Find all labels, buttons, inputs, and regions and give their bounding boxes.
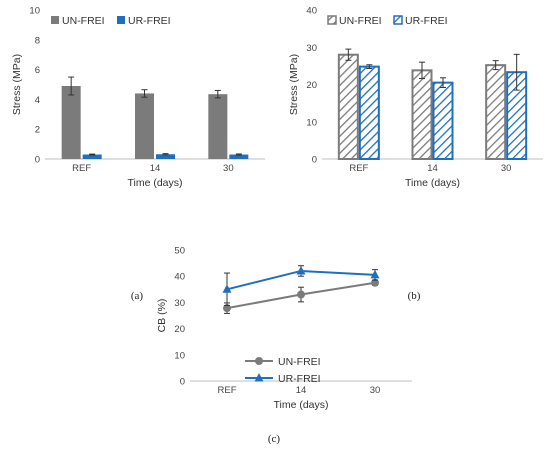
- panel-c-point-ur-frei: [296, 265, 306, 275]
- panel-b-y-tick-label: 30: [306, 43, 317, 54]
- panel-a-y-tick-label: 2: [35, 125, 40, 136]
- panel-c-y-tick-label: 30: [174, 298, 185, 309]
- panel-a-y-tick-label: 4: [35, 95, 40, 106]
- panel-a-y-tick-label: 6: [35, 65, 40, 76]
- panel-b-x-tick-label: REF: [349, 163, 368, 174]
- panel-c-x-axis-title: Time (days): [273, 399, 328, 411]
- panel-a-x-tick-label: 30: [223, 163, 234, 174]
- panel-b-bar-ur-frei: [358, 65, 380, 160]
- panel-a-y-tick-label: 0: [35, 155, 40, 166]
- panel-b-legend-swatch: [393, 15, 403, 25]
- panel-a-legend-swatch: [51, 16, 59, 24]
- panel-a-bar-ur-frei: [156, 154, 175, 159]
- panel-c-legend-label: UN-FREI: [278, 356, 321, 368]
- panel-a-y-axis-title: Stress (MPa): [11, 54, 23, 115]
- panel-c-x-tick-label: REF: [218, 385, 237, 396]
- panel-a-y-tick-label: 8: [35, 35, 40, 46]
- panel-b-bar-un-frei: [485, 64, 507, 160]
- panel-c-legend-label: UR-FREI: [278, 373, 321, 385]
- panel-c-y-tick-label: 0: [180, 377, 185, 388]
- panel-a-x-tick-label: 14: [150, 163, 161, 174]
- panel-b-y-axis-title: Stress (MPa): [288, 54, 300, 115]
- panel-c-x-tick-label: 30: [370, 385, 381, 396]
- panel-b-x-axis-title: Time (days): [405, 177, 460, 189]
- panel-a-caption: (a): [131, 290, 144, 302]
- panel-a-bar-ur-frei: [82, 154, 102, 159]
- panel-b-bar-un-frei: [337, 53, 359, 161]
- panel-a-bar-un-frei: [135, 93, 154, 159]
- panel-b-y-tick-label: 20: [306, 80, 317, 91]
- panel-a-bar-un-frei: [208, 94, 228, 159]
- panel-c-y-tick-label: 20: [174, 324, 185, 335]
- panel-b-bar-un-frei: [411, 69, 433, 160]
- panel-c-point-ur-frei: [370, 269, 380, 279]
- panel-a-bar-un-frei: [61, 85, 81, 159]
- panel-c-point-un-frei: [371, 278, 379, 287]
- panel-c-point-un-frei: [297, 290, 305, 299]
- panel-c-y-tick-label: 10: [174, 350, 185, 361]
- panel-c-y-tick-label: 50: [174, 246, 185, 257]
- panel-a-y-tick-label: 10: [29, 6, 40, 17]
- chart-panel-c: 0 10 20 30 40 50 Time (days) CB (%) REF 14 30 UN-FR…: [156, 246, 412, 411]
- panel-b-y-tick-label: 0: [312, 155, 317, 166]
- chart-panel-b: 0 10 20 30 40 Time (days) Stress (MPa) REF 14 30 U…: [288, 6, 543, 189]
- panel-a-legend-label: UN-FREI: [62, 15, 105, 27]
- panel-b-legend-label: UR-FREI: [405, 15, 448, 27]
- panel-a-legend-swatch: [117, 16, 125, 24]
- panel-c-legend-marker: [255, 357, 263, 365]
- panel-a-legend-label: UR-FREI: [128, 15, 171, 27]
- chart-panel-a: 0 2 4 6 8 10 Time (days) Stress (MPa) REF 14 30 UN-…: [11, 6, 265, 189]
- panel-b-x-tick-label: 30: [501, 163, 512, 174]
- panel-c-y-tick-label: 40: [174, 272, 185, 283]
- panel-b-legend-label: UN-FREI: [339, 15, 382, 27]
- panel-b-legend-swatch: [327, 15, 337, 25]
- panel-a-bar-ur-frei: [229, 154, 249, 159]
- panel-c-caption: (c): [268, 433, 281, 445]
- panel-c-legend-marker: [254, 373, 264, 382]
- panel-c-x-tick-label: 14: [296, 385, 307, 396]
- panel-a-x-axis-title: Time (days): [127, 177, 182, 189]
- panel-b-y-tick-label: 10: [306, 117, 317, 128]
- panel-a-x-tick-label: REF: [72, 163, 91, 174]
- panel-c-point-ur-frei: [222, 284, 232, 293]
- panel-b-y-tick-label: 40: [306, 6, 317, 17]
- panel-b-caption: (b): [408, 290, 421, 302]
- panel-b-x-tick-label: 14: [427, 163, 438, 174]
- panel-c-point-un-frei: [223, 304, 231, 313]
- panel-b-bar-ur-frei: [432, 81, 454, 160]
- panel-c-y-axis-title: CB (%): [156, 299, 168, 333]
